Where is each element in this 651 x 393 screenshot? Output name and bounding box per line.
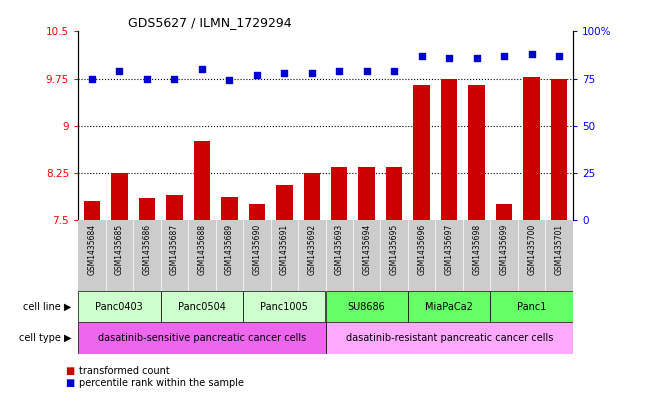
- Bar: [166, 195, 182, 220]
- Bar: [78, 291, 161, 322]
- Bar: [359, 167, 375, 220]
- Bar: [326, 291, 408, 322]
- Point: [224, 77, 234, 84]
- Bar: [193, 141, 210, 220]
- Point: [554, 53, 564, 59]
- Text: GSM1435698: GSM1435698: [472, 224, 481, 275]
- Text: GSM1435697: GSM1435697: [445, 224, 454, 275]
- Point: [444, 55, 454, 61]
- Text: ■: ■: [65, 366, 74, 376]
- Bar: [221, 197, 238, 220]
- Bar: [303, 173, 320, 220]
- Point: [499, 53, 509, 59]
- Bar: [78, 322, 326, 354]
- Bar: [386, 167, 402, 220]
- Text: GSM1435699: GSM1435699: [500, 224, 508, 275]
- Text: GSM1435692: GSM1435692: [307, 224, 316, 275]
- Point: [389, 68, 400, 74]
- Text: GSM1435694: GSM1435694: [362, 224, 371, 275]
- Text: GSM1435690: GSM1435690: [253, 224, 261, 275]
- Text: GSM1435696: GSM1435696: [417, 224, 426, 275]
- Text: dasatinib-sensitive pancreatic cancer cells: dasatinib-sensitive pancreatic cancer ce…: [98, 333, 306, 343]
- Point: [197, 66, 207, 72]
- Text: GDS5627 / ILMN_1729294: GDS5627 / ILMN_1729294: [128, 16, 291, 29]
- Bar: [523, 77, 540, 220]
- Point: [417, 53, 427, 59]
- Bar: [161, 291, 243, 322]
- Text: GSM1435685: GSM1435685: [115, 224, 124, 275]
- Text: GSM1435684: GSM1435684: [87, 224, 96, 275]
- Point: [307, 70, 317, 76]
- Bar: [441, 79, 458, 220]
- Text: percentile rank within the sample: percentile rank within the sample: [79, 378, 244, 388]
- Point: [279, 70, 290, 76]
- Bar: [408, 291, 490, 322]
- Bar: [139, 198, 155, 220]
- Text: GSM1435691: GSM1435691: [280, 224, 289, 275]
- Text: SU8686: SU8686: [348, 301, 385, 312]
- Bar: [490, 291, 573, 322]
- Bar: [111, 173, 128, 220]
- Text: GSM1435700: GSM1435700: [527, 224, 536, 275]
- Bar: [276, 185, 292, 220]
- Bar: [413, 85, 430, 220]
- Point: [334, 68, 344, 74]
- Text: Panc0504: Panc0504: [178, 301, 226, 312]
- Text: ■: ■: [65, 378, 74, 388]
- Text: MiaPaCa2: MiaPaCa2: [425, 301, 473, 312]
- Bar: [83, 201, 100, 220]
- Point: [527, 51, 537, 57]
- Text: Panc1: Panc1: [517, 301, 546, 312]
- Text: GSM1435687: GSM1435687: [170, 224, 179, 275]
- Text: GSM1435695: GSM1435695: [390, 224, 398, 275]
- Text: GSM1435701: GSM1435701: [555, 224, 564, 275]
- Point: [142, 75, 152, 82]
- Bar: [469, 85, 485, 220]
- Point: [471, 55, 482, 61]
- Bar: [496, 204, 512, 220]
- Text: GSM1435686: GSM1435686: [143, 224, 151, 275]
- Text: Panc0403: Panc0403: [96, 301, 143, 312]
- Bar: [243, 291, 326, 322]
- Text: GSM1435689: GSM1435689: [225, 224, 234, 275]
- Point: [169, 75, 180, 82]
- Text: Panc1005: Panc1005: [260, 301, 308, 312]
- Bar: [326, 322, 573, 354]
- Text: dasatinib-resistant pancreatic cancer cells: dasatinib-resistant pancreatic cancer ce…: [346, 333, 553, 343]
- Point: [87, 75, 97, 82]
- Bar: [249, 204, 265, 220]
- Text: GSM1435693: GSM1435693: [335, 224, 344, 275]
- Point: [251, 72, 262, 78]
- Text: GSM1435688: GSM1435688: [197, 224, 206, 275]
- Bar: [551, 79, 568, 220]
- Text: cell type ▶: cell type ▶: [19, 333, 72, 343]
- Text: transformed count: transformed count: [79, 366, 170, 376]
- Text: cell line ▶: cell line ▶: [23, 301, 72, 312]
- Point: [114, 68, 124, 74]
- Bar: [331, 167, 348, 220]
- Point: [361, 68, 372, 74]
